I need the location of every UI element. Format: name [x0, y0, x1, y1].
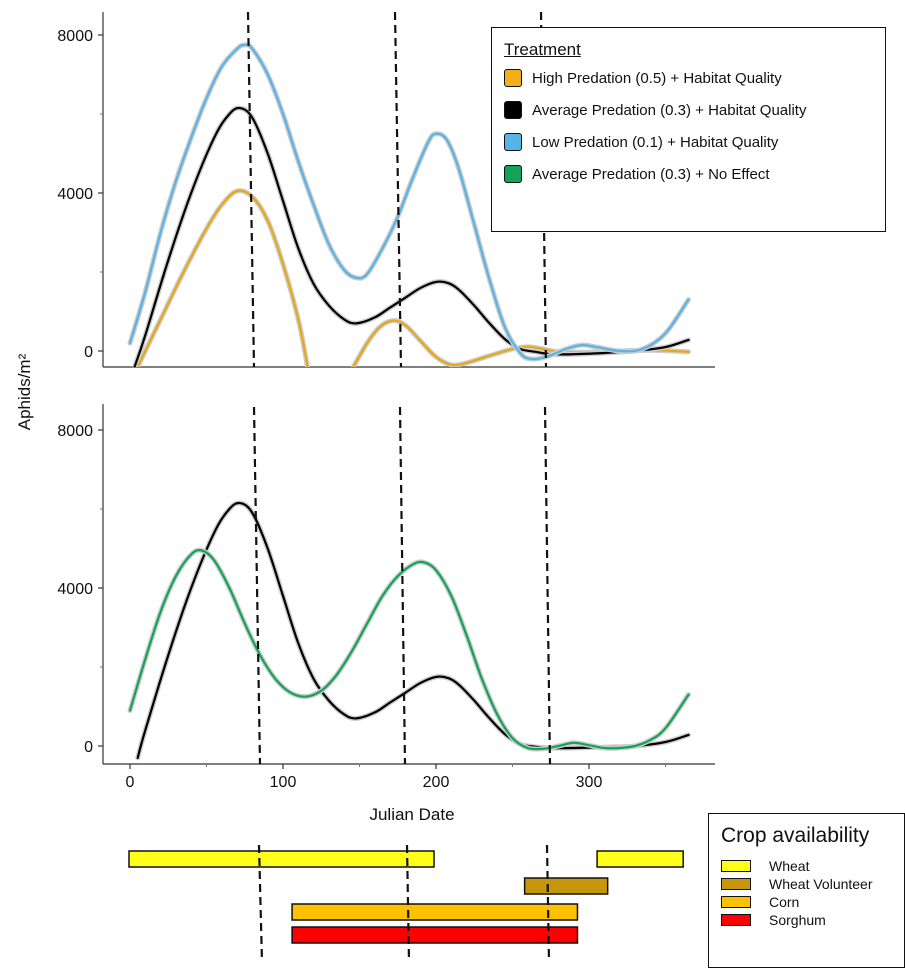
- crop-label: Sorghum: [769, 912, 826, 928]
- crop-swatch: [721, 878, 751, 890]
- plot-area: [127, 500, 691, 761]
- series-line: [136, 189, 309, 367]
- series-line: [352, 319, 690, 367]
- y-tick-label: 8000: [57, 423, 93, 440]
- series-line: [128, 43, 690, 361]
- confidence-band: [135, 500, 691, 761]
- crop-swatch: [721, 914, 751, 926]
- confidence-band: [350, 318, 691, 367]
- y-tick-label: 0: [84, 739, 93, 756]
- confidence-band: [127, 547, 691, 752]
- y-tick-label: 4000: [57, 186, 93, 203]
- legend-swatch: [504, 69, 522, 87]
- crop-label: Corn: [769, 894, 800, 910]
- crop-bar: [291, 926, 579, 944]
- bottom-panel: 0 4000 8000 0 100 200 300: [57, 404, 715, 791]
- crop-bar: [128, 850, 435, 868]
- crop-swatch: [721, 860, 751, 872]
- y-tick-label: 4000: [57, 581, 93, 598]
- crop-bar: [291, 903, 579, 921]
- legend-swatch: [504, 101, 522, 119]
- y-tick-label: 8000: [57, 28, 93, 45]
- crop-bar: [523, 877, 609, 895]
- vertical-dashed-line: [246, 11, 256, 368]
- legend-label: High Predation (0.5) + Habitat Quality: [532, 69, 782, 87]
- legend-item: Average Predation (0.3) + Habitat Qualit…: [504, 101, 885, 119]
- series-line: [128, 548, 690, 751]
- crop-legend-item: Corn: [721, 894, 904, 910]
- legend-title: Treatment: [504, 40, 581, 59]
- crop-swatch: [721, 896, 751, 908]
- crop-legend-title: Crop availability: [721, 824, 870, 847]
- legend-item: High Predation (0.5) + Habitat Quality: [504, 69, 885, 87]
- legend-label: Low Predation (0.1) + Habitat Quality: [532, 133, 779, 151]
- vertical-dashed-line: [257, 844, 264, 963]
- x-tick-label: 200: [423, 774, 450, 791]
- top-panel: 0 4000 8000: [57, 11, 715, 368]
- vertical-dashed-line: [252, 406, 262, 765]
- x-tick-label: 300: [576, 774, 603, 791]
- treatment-legend: Treatment High Predation (0.5) + Habitat…: [491, 27, 886, 232]
- legend-item: Average Predation (0.3) + No Effect: [504, 165, 885, 183]
- vertical-dashed-line: [393, 11, 403, 368]
- vertical-dashed-line: [398, 406, 407, 765]
- legend-label: Average Predation (0.3) + No Effect: [532, 165, 770, 183]
- crop-bar: [596, 850, 684, 868]
- crop-label: Wheat Volunteer: [769, 876, 873, 892]
- legend-item: Low Predation (0.1) + Habitat Quality: [504, 133, 885, 151]
- legend-swatch: [504, 133, 522, 151]
- y-tick-label: 0: [84, 344, 93, 361]
- crop-legend-item: Wheat: [721, 858, 904, 874]
- x-tick-label: 100: [270, 774, 297, 791]
- legend-swatch: [504, 165, 522, 183]
- crop-legend-item: Sorghum: [721, 912, 904, 928]
- series-line: [136, 501, 690, 759]
- crop-legend-item: Wheat Volunteer: [721, 876, 904, 892]
- y-axis-label: Aphids/m²: [15, 353, 34, 430]
- crop-label: Wheat: [769, 858, 810, 874]
- vertical-dashed-line: [405, 844, 411, 963]
- crop-availability-panel: [128, 844, 684, 963]
- x-tick-label: 0: [126, 774, 135, 791]
- legend-label: Average Predation (0.3) + Habitat Qualit…: [532, 101, 807, 119]
- vertical-dashed-line: [543, 406, 552, 765]
- x-axis-label: Julian Date: [369, 805, 454, 824]
- crop-legend: Crop availability Wheat Wheat Volunteer …: [708, 813, 905, 968]
- vertical-dashed-line: [545, 844, 551, 963]
